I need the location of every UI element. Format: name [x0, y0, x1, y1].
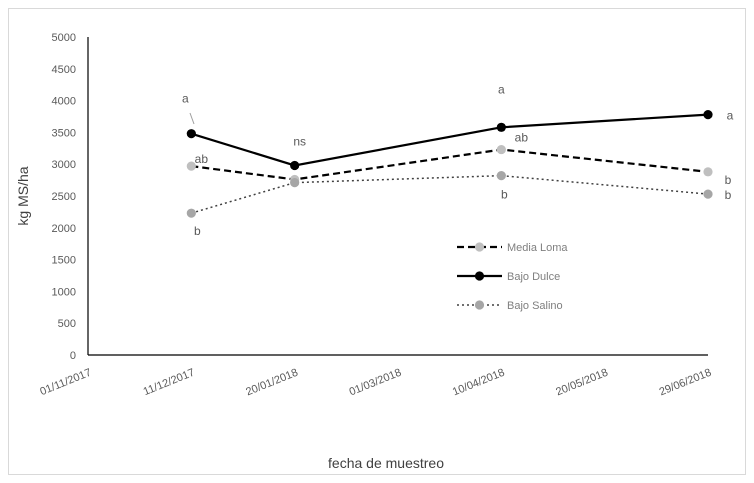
- data-point: [703, 189, 713, 199]
- x-tick-label: 10/04/2018: [451, 367, 507, 399]
- legend-marker: [474, 300, 485, 310]
- data-point: [290, 178, 300, 188]
- x-axis-ticks: 01/11/2017 11/12/2017 20/01/2018 01/03/2018…: [38, 367, 713, 399]
- chart-frame: [8, 8, 746, 475]
- x-tick-label: 01/03/2018: [348, 367, 404, 399]
- data-point: [703, 167, 713, 177]
- legend-label: Bajo Salino: [507, 300, 563, 312]
- y-tick-label: 1000: [52, 286, 76, 298]
- significance-label: b: [501, 188, 508, 202]
- y-tick-label: 3000: [52, 159, 76, 171]
- series-line-0: [191, 148, 709, 181]
- series-lines: [191, 113, 709, 214]
- y-tick-label: 2500: [52, 191, 76, 203]
- legend: Media Loma Bajo Dulce Bajo Salino: [457, 242, 568, 312]
- y-tick-label: 5000: [52, 32, 76, 44]
- data-point: [290, 160, 300, 171]
- x-tick-label: 11/12/2017: [142, 367, 197, 398]
- data-point: [703, 109, 713, 120]
- x-tick-label: 20/05/2018: [554, 367, 610, 399]
- data-point: [496, 122, 506, 132]
- significance-label: b: [194, 224, 201, 238]
- x-axis-title: fecha de muestreo: [328, 455, 444, 471]
- significance-label: ns: [293, 134, 306, 148]
- legend-marker: [474, 271, 485, 281]
- significance-label: a: [182, 92, 189, 106]
- y-tick-label: 3500: [52, 127, 76, 139]
- x-tick-label: 01/11/2017: [38, 367, 93, 398]
- y-tick-label: 4000: [52, 96, 76, 108]
- series-line-2: [191, 174, 709, 214]
- legend-marker: [474, 242, 485, 252]
- legend-label: Media Loma: [507, 242, 568, 254]
- series-line-1: [191, 113, 709, 167]
- y-axis-title: kg MS/ha: [15, 166, 31, 225]
- label-leader-line: [189, 112, 195, 125]
- data-point: [496, 144, 506, 155]
- data-point: [496, 171, 506, 181]
- y-tick-label: 0: [70, 350, 76, 362]
- y-axis-ticks: 0 500 1000 1500 2000 2500 3000 3500 4000 4500 5000: [52, 32, 76, 362]
- data-point: [186, 161, 196, 171]
- data-point: [186, 208, 196, 218]
- y-tick-label: 1500: [52, 255, 76, 267]
- significance-label: a: [498, 82, 505, 96]
- significance-label: ab: [195, 152, 209, 166]
- y-tick-label: 500: [58, 318, 76, 330]
- legend-label: Bajo Dulce: [507, 271, 560, 283]
- y-tick-label: 2000: [52, 223, 76, 235]
- significance-label: b: [725, 188, 732, 202]
- significance-label: ab: [515, 131, 529, 145]
- significance-label: b: [725, 173, 732, 187]
- y-tick-label: 4500: [52, 64, 76, 76]
- data-point: [186, 129, 196, 139]
- series-points: [186, 109, 713, 218]
- x-tick-label: 20/01/2018: [244, 367, 300, 399]
- x-tick-label: 29/06/2018: [658, 367, 714, 399]
- significance-label: a: [727, 109, 734, 123]
